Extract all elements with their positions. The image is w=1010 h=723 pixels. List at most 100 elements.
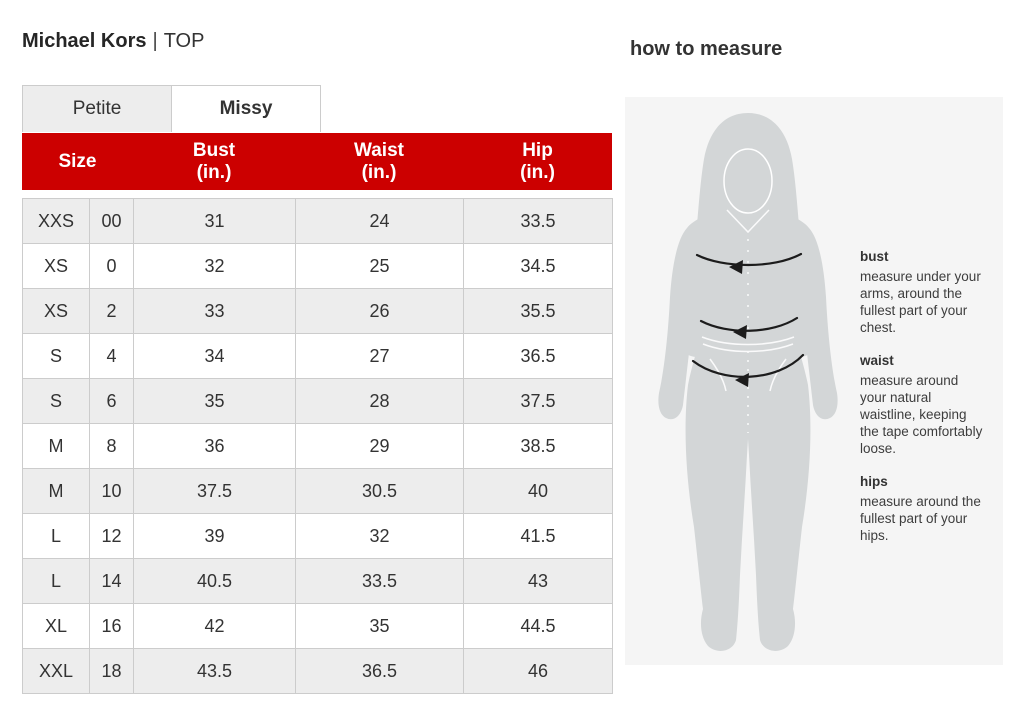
table-row: XXL 18 43.5 36.5 46: [22, 648, 613, 694]
table-row: M 8 36 29 38.5: [22, 423, 613, 469]
header-col-hip-line2: (in.): [520, 161, 555, 183]
cell-bust: 39: [133, 513, 296, 559]
cell-bust: 36: [133, 423, 296, 469]
cell-size-num: 2: [89, 288, 134, 334]
header-col-waist-line1: Waist: [354, 139, 404, 161]
table-row: XXS 00 31 24 33.5: [22, 198, 613, 244]
cell-size-alpha: XXS: [22, 198, 90, 244]
header-col-bust: Bust (in.): [133, 140, 295, 184]
cell-waist: 28: [295, 378, 464, 424]
hips-arrow: [691, 353, 805, 378]
cell-hip: 41.5: [463, 513, 613, 559]
cell-waist: 33.5: [295, 558, 464, 604]
size-table: XXS 00 31 24 33.5 XS 0 32 25 34.5 XS 2 33 26 35.5 S 4 34 2…: [22, 198, 613, 694]
cell-size-num: 18: [89, 648, 134, 694]
cell-bust: 31: [133, 198, 296, 244]
tab-petite[interactable]: Petite: [22, 85, 172, 132]
table-row: S 6 35 28 37.5: [22, 378, 613, 424]
page-title: Michael Kors | TOP: [22, 30, 204, 53]
cell-size-alpha: XS: [22, 288, 90, 334]
measure-section-hips: hips measure around the fullest part of y…: [860, 474, 988, 544]
cell-bust: 42: [133, 603, 296, 649]
measure-section-waist: waist measure around your natural waistli…: [860, 353, 988, 457]
cell-size-num: 14: [89, 558, 134, 604]
figure-right-arm: [800, 228, 838, 420]
cell-hip: 46: [463, 648, 613, 694]
cell-waist: 26: [295, 288, 464, 334]
cell-bust: 35: [133, 378, 296, 424]
measure-panel: bust measure under your arms, around the …: [625, 97, 1003, 665]
cell-size-num: 16: [89, 603, 134, 649]
cell-hip: 35.5: [463, 288, 613, 334]
cell-waist: 36.5: [295, 648, 464, 694]
title-separator: |: [152, 30, 158, 52]
cell-waist: 25: [295, 243, 464, 289]
cell-size-num: 00: [89, 198, 134, 244]
cell-waist: 24: [295, 198, 464, 244]
cell-size-alpha: XXL: [22, 648, 90, 694]
cell-size-num: 10: [89, 468, 134, 514]
how-to-measure-title: how to measure: [630, 38, 783, 60]
size-chart-header: Size Bust (in.) Waist (in.) Hip (in.): [22, 133, 612, 190]
fit-tabs: Petite Missy: [22, 85, 321, 132]
cell-waist: 30.5: [295, 468, 464, 514]
cell-size-alpha: L: [22, 513, 90, 559]
table-row: XS 2 33 26 35.5: [22, 288, 613, 334]
cell-waist: 29: [295, 423, 464, 469]
cell-hip: 34.5: [463, 243, 613, 289]
figure-right-pocket: [769, 358, 787, 392]
table-row: L 12 39 32 41.5: [22, 513, 613, 559]
female-body-silhouette-icon: [658, 113, 838, 651]
figure-waistband: [701, 336, 795, 346]
brand-name: Michael Kors: [22, 30, 147, 52]
header-col-size: Size: [58, 150, 97, 172]
size-table-body: XXS 00 31 24 33.5 XS 0 32 25 34.5 XS 2 33 26 35.5 S 4 34 2…: [22, 198, 613, 694]
measure-label: waist: [860, 353, 894, 368]
cell-size-alpha: M: [22, 423, 90, 469]
cell-size-alpha: XL: [22, 603, 90, 649]
cell-waist: 27: [295, 333, 464, 379]
figure-left-pocket: [709, 358, 727, 392]
bust-arrow: [695, 252, 803, 267]
hips-arrowhead: [735, 373, 749, 387]
cell-hip: 38.5: [463, 423, 613, 469]
cell-hip: 37.5: [463, 378, 613, 424]
cell-size-alpha: M: [22, 468, 90, 514]
cell-bust: 34: [133, 333, 296, 379]
tab-missy[interactable]: Missy: [171, 85, 321, 132]
header-col-bust-line2: (in.): [196, 161, 232, 183]
header-col-hip-line1: Hip: [522, 139, 553, 161]
cell-size-num: 4: [89, 333, 134, 379]
figure-face: [723, 148, 773, 214]
cell-hip: 33.5: [463, 198, 613, 244]
figure-left-arm: [658, 228, 696, 420]
header-col-waist-line2: (in.): [361, 161, 397, 183]
table-row: XL 16 42 35 44.5: [22, 603, 613, 649]
header-col-waist: Waist (in.): [295, 140, 463, 184]
cell-size-alpha: S: [22, 378, 90, 424]
measure-description: measure around your natural waistline, k…: [860, 373, 983, 456]
cell-size-alpha: XS: [22, 243, 90, 289]
measure-description: measure around the fullest part of your …: [860, 494, 981, 543]
measure-section-bust: bust measure under your arms, around the …: [860, 249, 988, 336]
table-row: S 4 34 27 36.5: [22, 333, 613, 379]
waist-arrowhead: [733, 325, 747, 339]
cell-hip: 44.5: [463, 603, 613, 649]
cell-bust: 33: [133, 288, 296, 334]
cell-size-num: 0: [89, 243, 134, 289]
category-name: TOP: [163, 30, 205, 52]
cell-size-num: 8: [89, 423, 134, 469]
cell-size-alpha: L: [22, 558, 90, 604]
cell-size-num: 12: [89, 513, 134, 559]
bust-arrowhead: [729, 260, 743, 274]
cell-hip: 40: [463, 468, 613, 514]
cell-bust: 43.5: [133, 648, 296, 694]
measure-text: bust measure under your arms, around the …: [860, 249, 988, 561]
measure-label: hips: [860, 474, 888, 489]
waist-arrow: [699, 316, 799, 332]
table-row: XS 0 32 25 34.5: [22, 243, 613, 289]
table-row: L 14 40.5 33.5 43: [22, 558, 613, 604]
cell-size-num: 6: [89, 378, 134, 424]
cell-waist: 35: [295, 603, 464, 649]
cell-bust: 37.5: [133, 468, 296, 514]
